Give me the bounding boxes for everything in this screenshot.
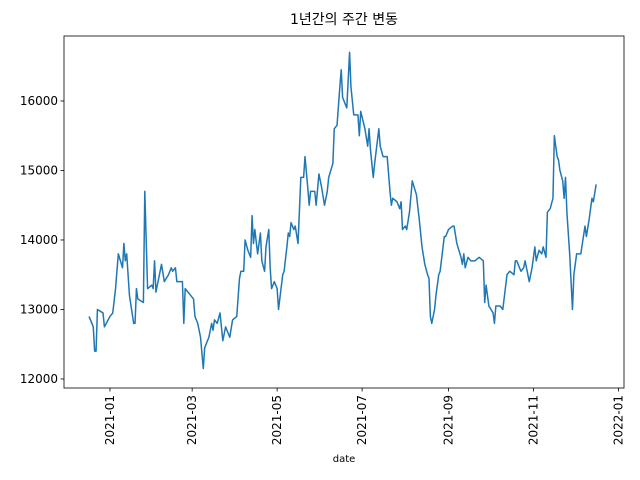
- x-tick-label: 2021-03: [185, 395, 199, 445]
- x-tick-label: 2021-05: [270, 395, 284, 445]
- chart-title: 1년간의 주간 변동: [290, 12, 398, 28]
- x-tick-label: 2021-07: [355, 395, 369, 445]
- x-axis-label: date: [333, 454, 356, 465]
- y-tick-label: 14000: [20, 233, 58, 247]
- x-tick-label: 2021-09: [441, 395, 455, 445]
- x-tick-label: 2021-01: [103, 395, 117, 445]
- y-tick-label: 13000: [20, 302, 58, 316]
- y-tick-label: 12000: [20, 372, 58, 386]
- x-tick-label: 2022-01: [611, 395, 625, 445]
- x-tick-label: 2021-11: [526, 395, 540, 445]
- axes-frame: [63, 35, 625, 389]
- data-line: [88, 51, 597, 370]
- y-tick-label: 15000: [20, 163, 58, 177]
- y-tick-label: 16000: [20, 94, 58, 108]
